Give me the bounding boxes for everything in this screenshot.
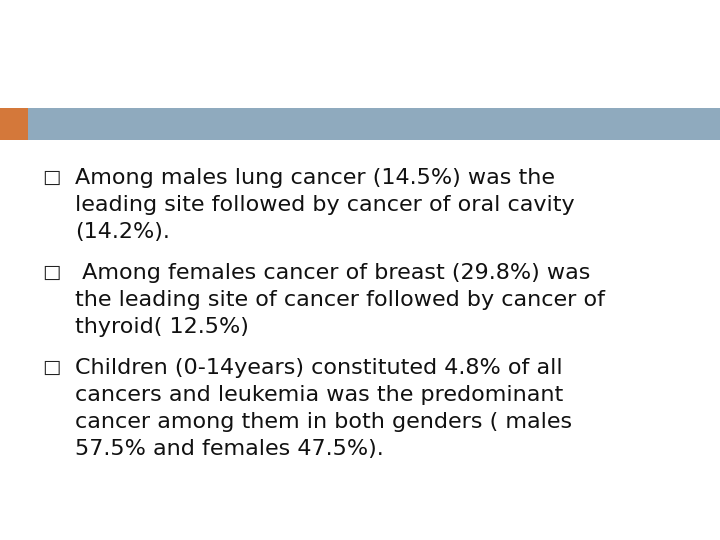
- Text: leading site followed by cancer of oral cavity: leading site followed by cancer of oral …: [75, 195, 575, 215]
- Text: the leading site of cancer followed by cancer of: the leading site of cancer followed by c…: [75, 290, 605, 310]
- Text: thyroid( 12.5%): thyroid( 12.5%): [75, 317, 249, 337]
- Text: cancers and leukemia was the predominant: cancers and leukemia was the predominant: [75, 385, 563, 405]
- Text: Among males lung cancer (14.5%) was the: Among males lung cancer (14.5%) was the: [75, 168, 555, 188]
- Text: □: □: [42, 168, 60, 187]
- Text: □: □: [42, 358, 60, 377]
- Bar: [0, 108, 28, 140]
- Text: cancer among them in both genders ( males: cancer among them in both genders ( male…: [75, 412, 572, 432]
- Text: 57.5% and females 47.5%).: 57.5% and females 47.5%).: [75, 439, 384, 459]
- Bar: [0, 108, 720, 140]
- Text: Children (0-14years) constituted 4.8% of all: Children (0-14years) constituted 4.8% of…: [75, 358, 562, 378]
- Text: Among females cancer of breast (29.8%) was: Among females cancer of breast (29.8%) w…: [75, 263, 590, 283]
- Text: □: □: [42, 263, 60, 282]
- Text: (14.2%).: (14.2%).: [75, 222, 170, 242]
